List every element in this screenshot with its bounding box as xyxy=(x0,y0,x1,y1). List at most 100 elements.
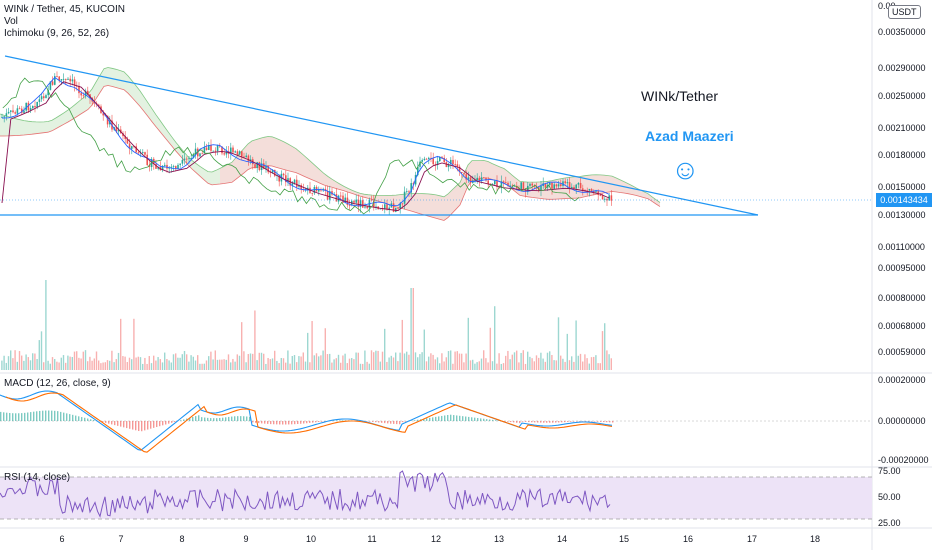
macd-lines xyxy=(0,390,614,453)
macd-histogram-bar xyxy=(555,421,557,423)
volume-bar xyxy=(67,355,69,370)
macd-histogram-bar xyxy=(135,421,137,431)
candle-body xyxy=(221,146,223,154)
volume-bar xyxy=(49,363,51,370)
time-tick-label: 17 xyxy=(747,534,757,544)
candle-body xyxy=(188,158,190,160)
macd-histogram-bar xyxy=(399,421,401,425)
ichimoku-tenkan xyxy=(1,76,610,207)
candle-body xyxy=(527,185,529,192)
volume-bar xyxy=(76,351,78,370)
volume-bar xyxy=(243,351,245,370)
volume-bar xyxy=(538,357,540,370)
volume-bar xyxy=(1,360,3,370)
volume-bar xyxy=(608,354,610,370)
time-tick-label: 11 xyxy=(367,534,376,544)
currency-badge[interactable]: USDT xyxy=(888,5,921,19)
volume-bar xyxy=(331,362,333,370)
candle-body xyxy=(593,190,595,193)
rsi-tick-label: 50.00 xyxy=(878,492,901,502)
macd-histogram-bar xyxy=(528,421,530,423)
volume-bar xyxy=(359,363,362,370)
macd-histogram-bar xyxy=(312,421,314,423)
volume-bar xyxy=(10,350,12,370)
volume-bar xyxy=(302,352,304,370)
volume-bar xyxy=(12,358,14,370)
volume-bar xyxy=(395,352,397,370)
macd-tick-label: 0.00020000 xyxy=(878,375,926,385)
macd-histogram-bar xyxy=(54,410,56,421)
volume-bar xyxy=(489,327,491,370)
macd-histogram-bar xyxy=(30,412,32,421)
volume-bar xyxy=(483,350,485,370)
candle-body xyxy=(144,152,146,155)
candle-body xyxy=(18,108,21,110)
smiley-icon[interactable]: ☺ xyxy=(671,154,700,185)
volume-bar xyxy=(93,358,95,370)
candle-body xyxy=(522,182,525,191)
candle-body xyxy=(342,195,344,203)
symbol-title[interactable]: WINk / Tether, 45, KUCOIN xyxy=(4,4,125,15)
macd-histogram-bar xyxy=(42,410,44,421)
descending-trendline[interactable] xyxy=(4,55,759,216)
candle-body xyxy=(551,182,553,189)
candle-body xyxy=(577,182,580,185)
volume-bar xyxy=(377,350,379,370)
volume-bar xyxy=(606,350,608,370)
macd-histogram-bar xyxy=(609,421,611,423)
volume-bar xyxy=(564,361,566,370)
volume-bar xyxy=(27,357,29,370)
volume-bar xyxy=(601,331,604,370)
candle-body xyxy=(49,81,52,90)
candle-body xyxy=(399,203,401,209)
volume-bar xyxy=(560,355,562,370)
candle-body xyxy=(401,203,404,205)
candle-body xyxy=(285,175,287,183)
macd-label[interactable]: MACD (12, 26, close, 9) xyxy=(4,378,111,389)
candle-body xyxy=(318,189,320,192)
price-axis[interactable]: 0.00 0.00350000 0.00290000 0.00250000 0.0021… xyxy=(878,1,926,357)
volume-bar xyxy=(54,359,56,370)
candle-body xyxy=(36,101,38,108)
volume-bar xyxy=(584,354,586,370)
annotation-title[interactable]: WINk/Tether xyxy=(641,88,719,104)
volume-bar xyxy=(181,354,183,370)
candle-body xyxy=(106,115,109,125)
volume-bar xyxy=(230,362,232,370)
candle-body xyxy=(40,96,43,100)
vol-label[interactable]: Vol xyxy=(4,16,18,27)
macd-histogram-bar xyxy=(441,415,443,421)
volume-bar xyxy=(34,353,36,370)
volume-bar xyxy=(109,360,111,370)
ichimoku-label[interactable]: Ichimoku (9, 26, 52, 26) xyxy=(4,28,110,39)
volume-bar xyxy=(311,321,313,370)
volume-bar xyxy=(562,358,564,370)
rsi-label[interactable]: RSI (14, close) xyxy=(4,472,71,483)
macd-histogram-bar xyxy=(51,410,53,421)
candle-body xyxy=(549,182,551,185)
volume-bar xyxy=(133,318,135,370)
candle-body xyxy=(243,156,245,158)
macd-histogram-bar xyxy=(66,413,68,421)
volume-bar xyxy=(414,352,417,370)
candle-body xyxy=(566,182,569,184)
annotation-author[interactable]: Azad Maazeri xyxy=(645,128,734,144)
macd-histogram-bar xyxy=(444,415,446,421)
volume-bar xyxy=(507,350,509,370)
macd-histogram-bar xyxy=(198,415,200,421)
candle-body xyxy=(128,143,131,149)
volume-bar xyxy=(159,359,161,370)
volume-bar xyxy=(329,353,331,370)
volume-bar xyxy=(318,356,320,370)
volume-bar xyxy=(568,360,571,370)
candle-body xyxy=(571,186,573,189)
candle-body xyxy=(384,204,386,209)
macd-tick-label: -0.00020000 xyxy=(878,455,929,465)
time-axis[interactable]: 6 7 8 9 10 11 12 13 14 15 16 17 18 xyxy=(59,534,820,544)
candle-body xyxy=(203,147,206,154)
candle-body xyxy=(595,191,597,193)
volume-bar xyxy=(269,359,271,370)
volume-bar xyxy=(216,359,219,370)
volume-bar xyxy=(342,355,344,370)
